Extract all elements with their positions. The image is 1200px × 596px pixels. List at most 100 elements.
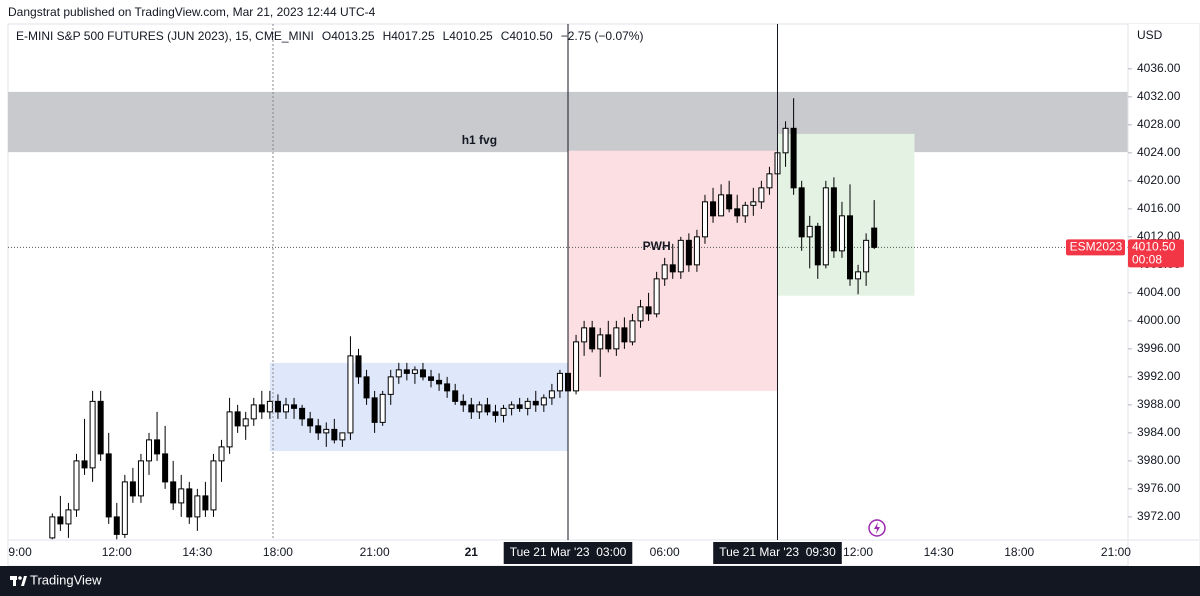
candle-body: [452, 390, 459, 402]
candle-body: [419, 369, 426, 378]
candle-body: [444, 383, 451, 392]
symbol-label-bg: [1066, 239, 1125, 256]
candle-body: [218, 446, 225, 462]
x-tick-label: 9:00: [8, 545, 32, 559]
candle-body: [669, 264, 676, 273]
candle-body: [274, 400, 281, 413]
candle-body: [162, 453, 169, 483]
legend-value: −2.75 (−0.07%): [561, 29, 644, 43]
y-tick-label: 4016.00: [1137, 201, 1181, 215]
y-tick-label: 4024.00: [1137, 145, 1181, 159]
candle-body: [806, 225, 813, 238]
zone: [777, 133, 915, 296]
candle-body: [556, 372, 563, 392]
candle-body: [573, 341, 580, 392]
y-tick-label: 4020.00: [1137, 173, 1181, 187]
candle-body: [613, 327, 620, 350]
y-tick-label: 3980.00: [1137, 453, 1181, 467]
candle-body: [653, 278, 660, 315]
candle-body: [411, 369, 418, 374]
candle-body: [73, 460, 80, 511]
candle-body: [387, 376, 394, 395]
candle-body: [81, 460, 88, 469]
candle-body: [315, 425, 322, 434]
annotation: h1 fvg: [462, 133, 497, 147]
price-label: 4010.50: [1132, 240, 1176, 254]
candle-body: [750, 201, 757, 206]
x-tick-label: 06:00: [650, 545, 680, 559]
y-tick-label: 3976.00: [1137, 481, 1181, 495]
candle-body: [484, 404, 491, 413]
candle-body: [363, 376, 370, 399]
candle-body: [403, 369, 410, 374]
candle-body: [508, 404, 515, 409]
candle-body: [97, 400, 104, 455]
candle-body: [49, 516, 56, 539]
x-tick-label: 21: [465, 545, 479, 559]
candle-body: [154, 439, 161, 455]
candle-body: [710, 201, 717, 217]
candle-body: [146, 439, 153, 462]
candle-body: [581, 327, 588, 343]
marker-label-bg: [713, 542, 842, 564]
candle-body: [532, 400, 539, 406]
y-tick-label: 3992.00: [1137, 369, 1181, 383]
candle-body: [178, 488, 185, 504]
x-tick-label: 18:00: [1004, 545, 1034, 559]
footer: [0, 566, 1200, 596]
candle-body: [492, 411, 499, 416]
x-tick-label: 14:30: [182, 545, 212, 559]
marker-label-bg: [503, 542, 633, 564]
price-label-bg: [1128, 239, 1184, 268]
candle-body: [871, 227, 878, 248]
candle-body: [282, 404, 289, 413]
currency: USD: [1137, 28, 1163, 42]
y-tick-label: 3996.00: [1137, 341, 1181, 355]
candle-body: [855, 271, 862, 280]
candle-body: [339, 432, 346, 441]
y-tick-label: 3984.00: [1137, 425, 1181, 439]
candle-body: [194, 495, 201, 518]
candle-body: [242, 418, 249, 427]
legend-value: C4010.50: [501, 29, 553, 43]
candle-body: [428, 376, 435, 381]
candle-body: [645, 306, 652, 315]
publisher: Dangstrat published on TradingView.com, …: [8, 5, 376, 19]
candle-body: [718, 194, 725, 217]
candle-body: [105, 453, 112, 518]
y-tick-label: 4028.00: [1137, 117, 1181, 131]
x-tick-label: 14:30: [924, 545, 954, 559]
candle-body: [589, 327, 596, 350]
y-tick-label: 4004.00: [1137, 285, 1181, 299]
candle-body: [258, 404, 265, 413]
y-tick-label: 3972.00: [1137, 509, 1181, 523]
x-tick-label: 18:00: [263, 545, 293, 559]
candle-body: [137, 460, 144, 497]
candle-body: [693, 236, 700, 266]
candle-body: [331, 428, 338, 441]
candle-body: [113, 516, 120, 535]
brand: TradingView: [30, 572, 102, 587]
candle-body: [726, 194, 733, 210]
candle-body: [307, 418, 314, 427]
candle-body: [210, 460, 217, 511]
candle-body: [379, 393, 386, 423]
candle-body: [170, 481, 177, 504]
candle-body: [299, 407, 306, 420]
candle-body: [742, 204, 749, 217]
candle-body: [621, 327, 628, 343]
candle-body: [129, 481, 136, 497]
zone: [269, 362, 568, 452]
event-icon[interactable]: [868, 519, 886, 537]
candle-body: [291, 404, 298, 409]
legend-value: L4010.25: [443, 29, 493, 43]
candle-body: [701, 201, 708, 238]
candle-body: [766, 173, 773, 189]
candle-body: [476, 404, 483, 413]
candle-body: [436, 379, 443, 385]
candle-body: [65, 509, 72, 525]
marker-label: Tue 21 Mar '23 09:30: [719, 545, 836, 559]
candle-body: [734, 208, 741, 217]
symbol-label: ESM2023: [1070, 240, 1123, 254]
symbol: E-MINI S&P 500 FUTURES (JUN 2023), 15, C…: [16, 29, 314, 43]
